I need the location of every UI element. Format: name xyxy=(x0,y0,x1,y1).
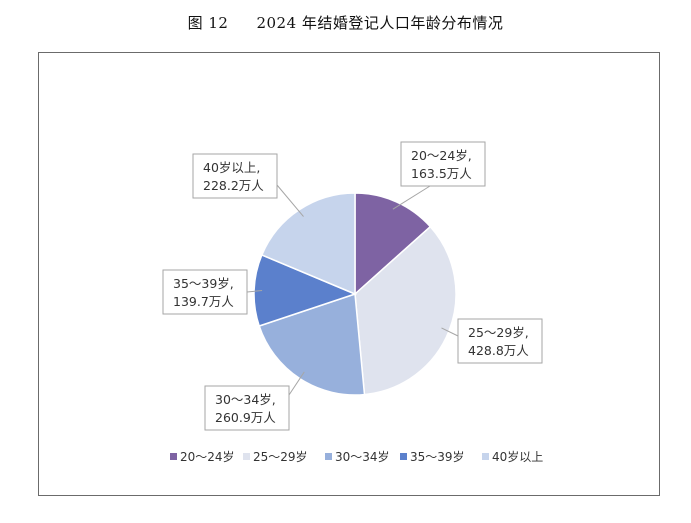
legend-swatch xyxy=(243,453,250,460)
data-label-box xyxy=(457,318,543,364)
legend-label: 25～29岁 xyxy=(253,449,308,464)
pie-slice xyxy=(354,225,457,396)
chart-frame xyxy=(38,52,660,496)
legend-label: 35～39岁 xyxy=(410,449,465,464)
data-label-value: 139.7万人 xyxy=(173,294,234,309)
legend-label: 30～34岁 xyxy=(335,449,390,464)
data-label-box xyxy=(162,269,248,315)
legend-label: 40岁以上 xyxy=(492,449,543,464)
legend-label: 20～24岁 xyxy=(180,449,235,464)
legend-swatch xyxy=(482,453,489,460)
leader-line xyxy=(276,184,304,217)
data-label-box xyxy=(400,141,486,187)
data-label-category: 20～24岁, xyxy=(411,148,472,163)
leader-line xyxy=(246,290,263,293)
pie-slice xyxy=(354,192,432,296)
leader-line xyxy=(441,327,459,337)
data-label-box xyxy=(204,385,290,431)
data-label-value: 428.8万人 xyxy=(468,343,529,358)
data-label-value: 228.2万人 xyxy=(203,178,264,193)
data-label-category: 25～29岁, xyxy=(468,325,529,340)
figure-number: 图 12 xyxy=(187,14,229,32)
pie-slice xyxy=(253,254,358,327)
chart-title: 图 12 2024 年结婚登记人口年龄分布情况 xyxy=(0,12,691,33)
chart-title-text: 2024 年结婚登记人口年龄分布情况 xyxy=(256,14,504,32)
leader-line xyxy=(288,371,305,396)
legend-swatch xyxy=(400,453,407,460)
data-label-category: 30～34岁, xyxy=(215,392,276,407)
data-label-value: 260.9万人 xyxy=(215,410,276,425)
data-label-category: 40岁以上, xyxy=(203,160,260,175)
pie-slice xyxy=(260,192,356,296)
data-label-category: 35～39岁, xyxy=(173,276,234,291)
leader-line xyxy=(392,185,431,210)
legend-swatch xyxy=(325,453,332,460)
data-label-value: 163.5万人 xyxy=(411,166,472,181)
legend-swatch xyxy=(170,453,177,460)
data-label-box xyxy=(192,153,278,199)
